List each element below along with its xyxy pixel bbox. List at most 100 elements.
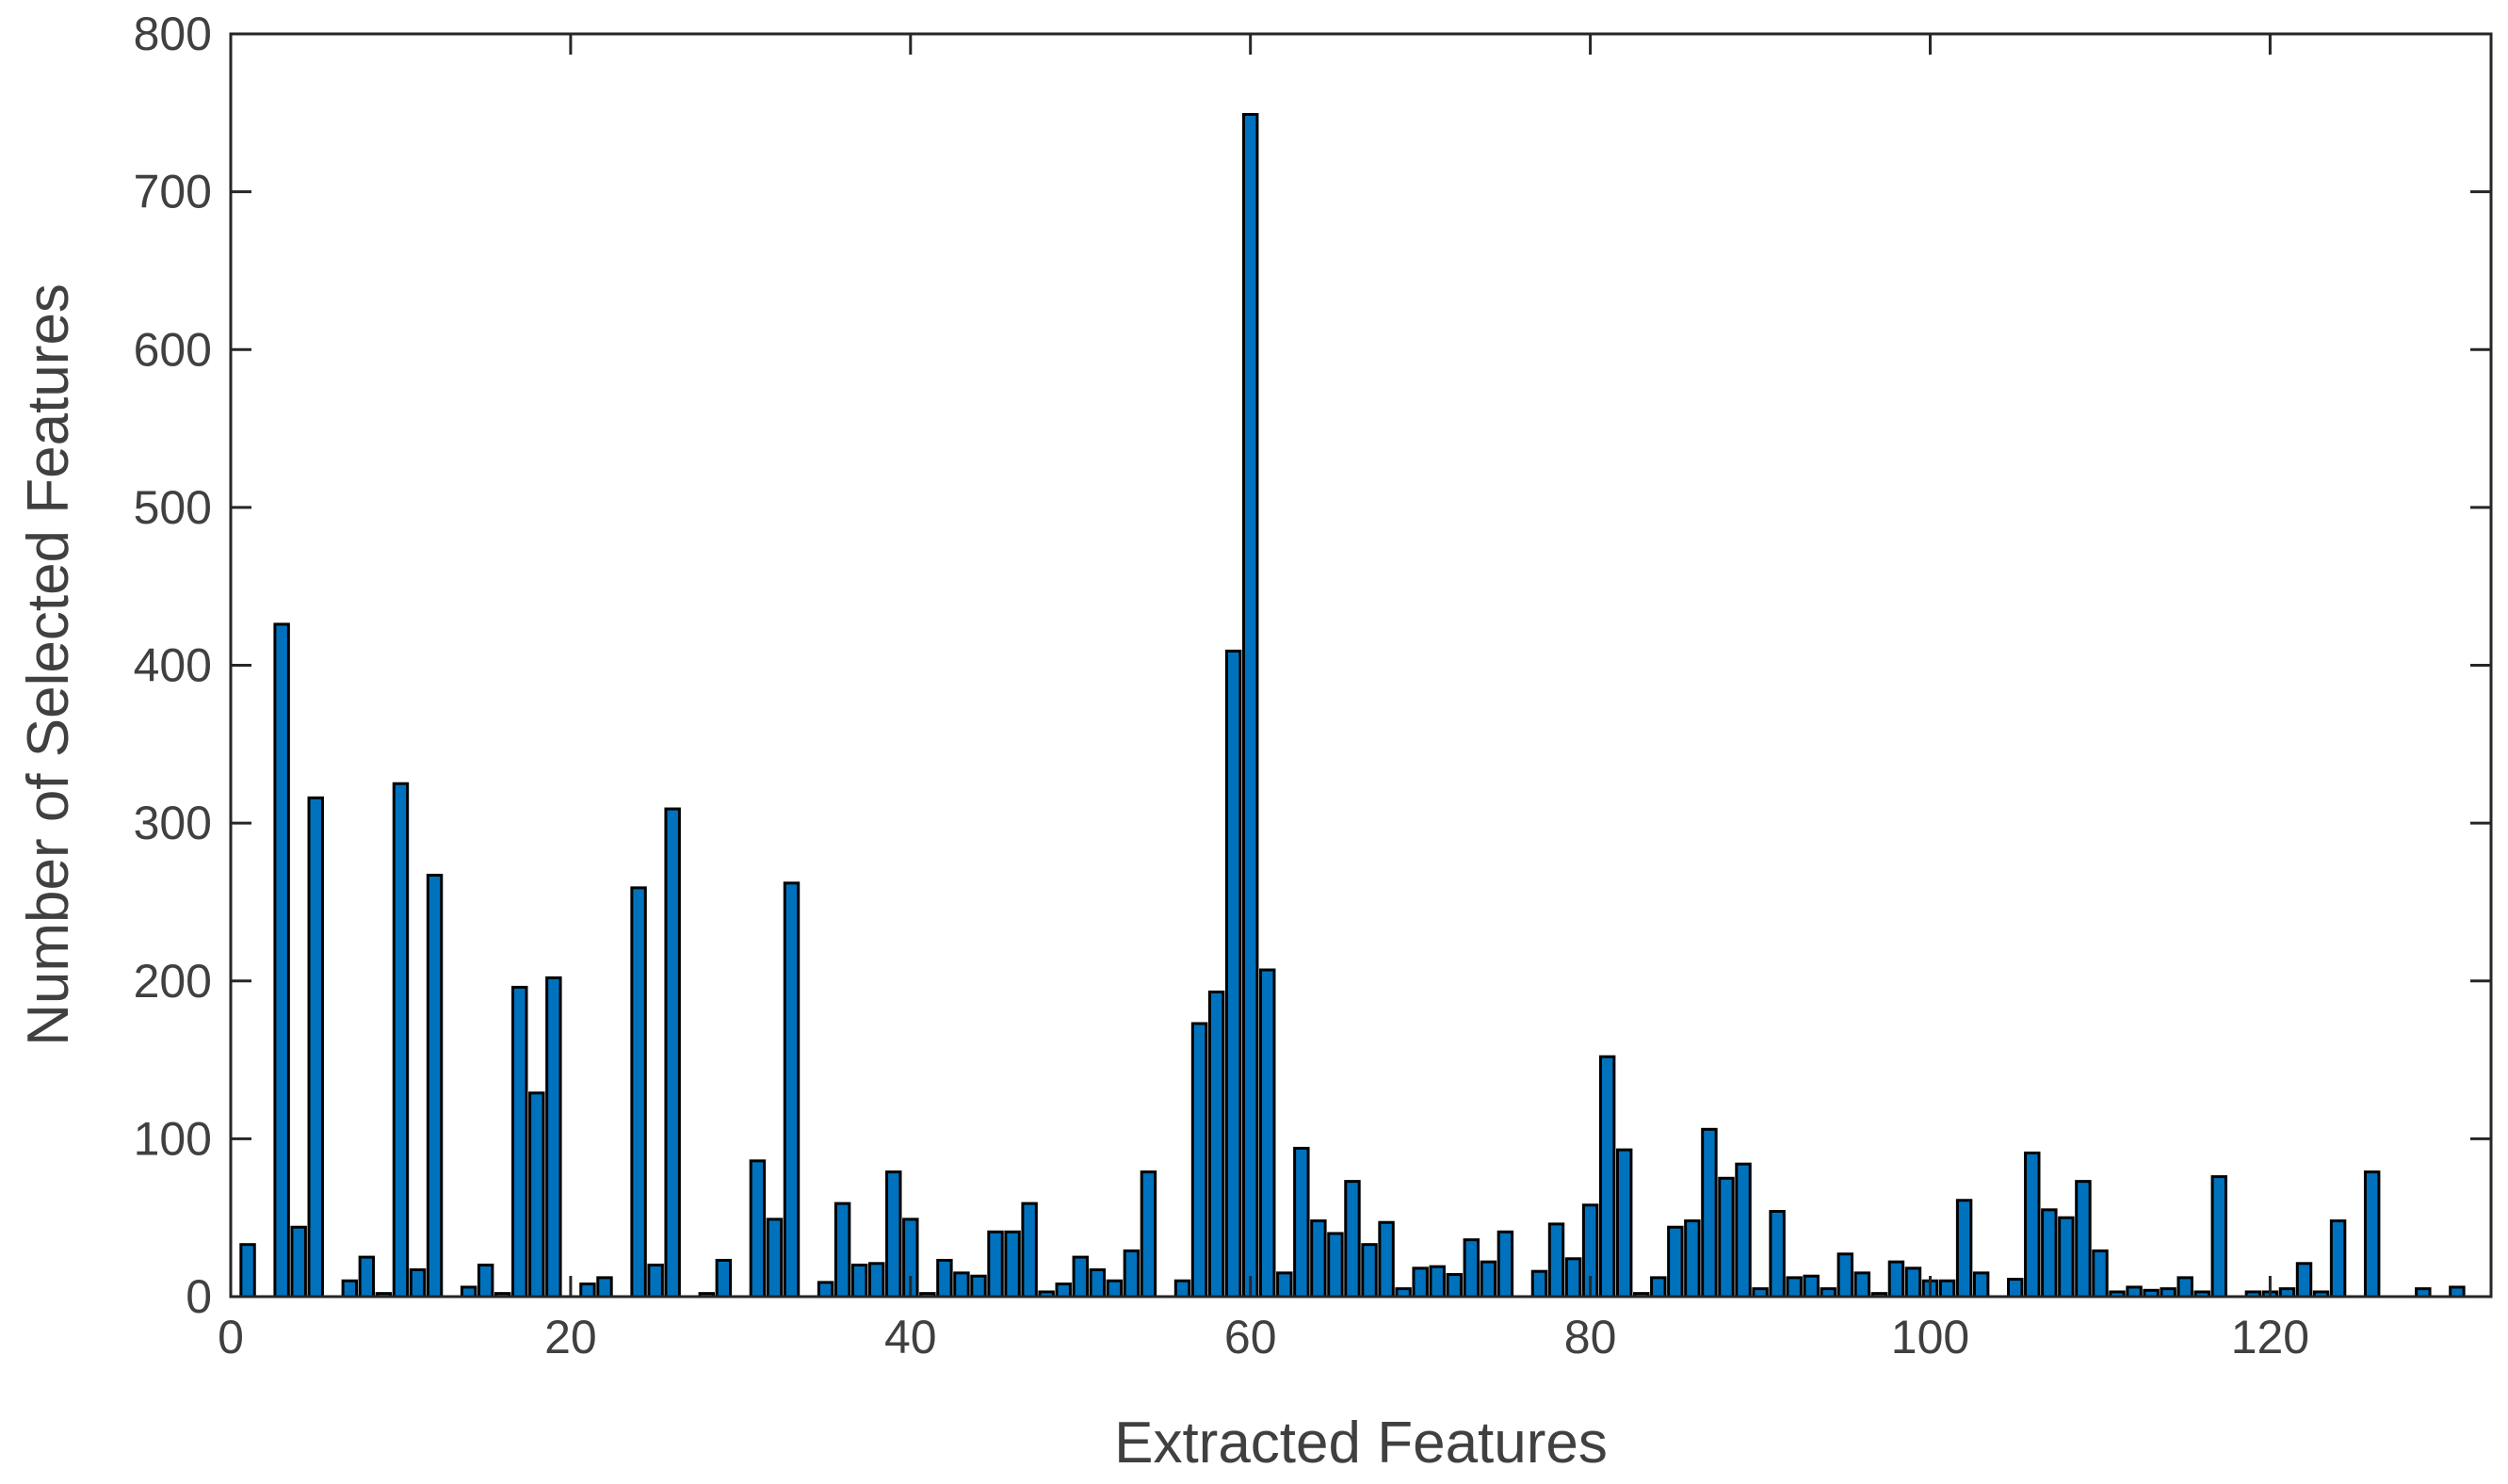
x-tick-label-40: 40 (884, 1311, 937, 1363)
bar-feature-42 (936, 1258, 953, 1298)
bar-feature-131 (2449, 1285, 2466, 1298)
bar-feature-51 (1089, 1268, 1107, 1298)
bar-feature-14 (460, 1285, 477, 1298)
bar-feature-103 (1972, 1271, 1990, 1298)
bar-feature-36 (833, 1202, 851, 1298)
bar-feature-71 (1429, 1265, 1446, 1298)
bar-feature-88 (1718, 1176, 1735, 1298)
bar-feature-64 (1310, 1219, 1327, 1298)
bar-feature-102 (1955, 1199, 1973, 1298)
bar-feature-65 (1327, 1232, 1344, 1298)
bar-feature-122 (2295, 1262, 2313, 1298)
bar-feature-8 (358, 1255, 376, 1298)
bar-feature-4 (290, 1225, 307, 1298)
y-tick-label-600: 600 (134, 323, 212, 376)
bar-feature-89 (1735, 1162, 1752, 1298)
bar-feature-72 (1446, 1273, 1463, 1298)
bar-feature-58 (1207, 990, 1225, 1298)
bar-feature-95 (1837, 1252, 1854, 1298)
x-tick-label-100: 100 (1891, 1311, 1969, 1363)
y-tick-label-200: 200 (134, 955, 212, 1008)
bar-feature-45 (987, 1230, 1004, 1298)
bar-feature-43 (953, 1271, 970, 1298)
bar-feature-106 (2024, 1151, 2041, 1298)
x-tick-label-20: 20 (544, 1311, 597, 1363)
y-tick-label-300: 300 (134, 797, 212, 849)
bar-feature-53 (1123, 1249, 1141, 1298)
bar-feature-91 (1769, 1209, 1786, 1298)
bar-feature-52 (1106, 1279, 1124, 1298)
tick-labels-layer: 0 20 40 60 80 100 120 0 100 200 300 400 500 600 700 800 (134, 8, 2310, 1363)
y-tick-label-400: 400 (134, 639, 212, 692)
x-tick-label-80: 80 (1564, 1311, 1617, 1363)
bar-feature-73 (1463, 1238, 1481, 1298)
bar-feature-47 (1021, 1202, 1038, 1298)
bar-feature-101 (1938, 1279, 1956, 1298)
bar-feature-33 (783, 881, 801, 1298)
bar-feature-74 (1480, 1260, 1497, 1298)
bar-feature-105 (2007, 1278, 2024, 1298)
bar-feature-66 (1344, 1180, 1361, 1298)
bar-feature-63 (1293, 1146, 1310, 1298)
bar-feature-38 (868, 1262, 885, 1298)
bar-feature-92 (1786, 1276, 1803, 1298)
bar-feature-68 (1378, 1220, 1395, 1298)
bar-feature-109 (2075, 1180, 2092, 1298)
bar-feature-17 (511, 985, 528, 1298)
bar-feature-21 (579, 1282, 596, 1298)
bar-feature-108 (2058, 1216, 2075, 1298)
bar-feature-57 (1190, 1022, 1208, 1298)
ticks-layer (229, 32, 2491, 1298)
bar-feature-81 (1598, 1055, 1616, 1298)
bar-feature-22 (596, 1276, 613, 1298)
bar-feature-61 (1259, 968, 1276, 1298)
y-tick-label-500: 500 (134, 481, 212, 534)
bar-feature-44 (970, 1274, 987, 1298)
bar-feature-78 (1547, 1222, 1565, 1298)
bar-feature-12 (426, 873, 444, 1298)
y-axis-title: Number of Selected Features (16, 283, 81, 1046)
bar-feature-11 (409, 1268, 427, 1298)
bar-feature-84 (1650, 1276, 1667, 1298)
bar-feature-86 (1684, 1219, 1701, 1298)
bar-feature-7 (341, 1279, 359, 1298)
bar-feature-5 (307, 796, 324, 1298)
bar-feature-32 (766, 1218, 784, 1298)
x-tick-label-0: 0 (218, 1311, 244, 1363)
bar-feature-54 (1140, 1170, 1157, 1298)
bar-feature-39 (885, 1170, 902, 1298)
bar-feature-70 (1412, 1266, 1429, 1298)
bar-feature-115 (2176, 1276, 2193, 1298)
bar-feature-96 (1853, 1271, 1871, 1298)
bar-feature-24 (630, 886, 647, 1298)
bar-feature-50 (1072, 1255, 1089, 1298)
x-tick-label-120: 120 (2231, 1311, 2309, 1363)
bar-feature-18 (528, 1091, 545, 1298)
bar-feature-87 (1701, 1127, 1718, 1298)
bar-feature-1 (239, 1243, 256, 1298)
bar-feature-49 (1055, 1282, 1072, 1298)
bar-feature-112 (2126, 1285, 2143, 1298)
bar-feature-60 (1241, 112, 1259, 1298)
bar-feature-67 (1361, 1243, 1378, 1298)
bar-feature-10 (392, 782, 410, 1298)
bar-feature-29 (715, 1258, 733, 1298)
bar-feature-62 (1276, 1271, 1293, 1298)
bar-feature-26 (664, 807, 681, 1298)
bar-feature-15 (477, 1263, 494, 1298)
x-tick-label-60: 60 (1224, 1311, 1277, 1363)
bar-feature-99 (1904, 1266, 1922, 1298)
bar-feature-93 (1803, 1274, 1820, 1298)
x-axis-title: Extracted Features (1114, 1411, 1608, 1476)
bar-feature-79 (1564, 1257, 1582, 1298)
bar-feature-19 (545, 976, 562, 1298)
bar-feature-124 (2329, 1219, 2347, 1298)
bar-feature-3 (273, 622, 290, 1298)
y-tick-label-0: 0 (186, 1270, 212, 1323)
bar-feature-117 (2210, 1175, 2228, 1298)
bar-feature-85 (1667, 1225, 1684, 1298)
y-tick-label-100: 100 (134, 1112, 212, 1165)
bar-feature-37 (850, 1263, 868, 1298)
bar-feature-98 (1887, 1260, 1905, 1298)
